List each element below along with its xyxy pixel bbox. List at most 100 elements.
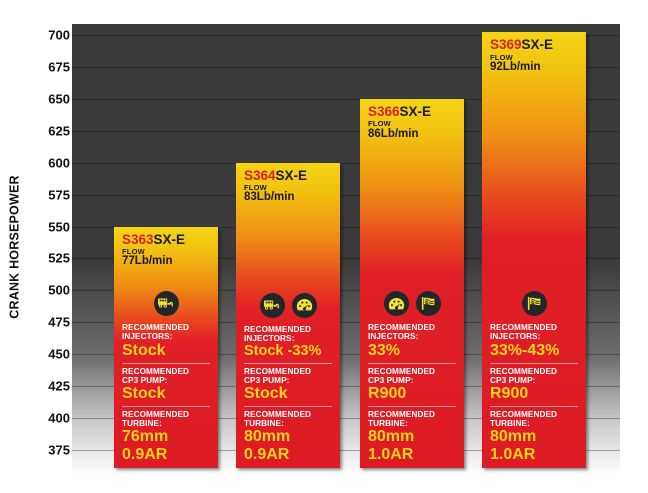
turbine-label-line2: TURBINE: xyxy=(368,419,408,428)
y-tick-label: 575 xyxy=(48,187,70,203)
gridline xyxy=(72,194,620,196)
bar-spacer xyxy=(490,76,578,291)
turbine-value-line1: 80mm xyxy=(368,428,415,446)
turbine-value: 80mm 0.9AR xyxy=(244,428,332,464)
injectors: RECOMMENDED INJECTORS: Stock xyxy=(122,320,210,359)
flow-value: 83Lb/min xyxy=(244,191,295,204)
y-tick-label: 425 xyxy=(48,378,70,394)
cp3-pump-label-line1: RECOMMENDED xyxy=(122,366,190,376)
y-axis-tick-labels: 700 675 650 625 600 575 550 525 500 475 450 425 400 3… xyxy=(28,0,70,493)
gridline xyxy=(72,98,620,100)
gridline xyxy=(72,258,620,260)
cp3-pump-value: Stock xyxy=(244,384,288,402)
flow-caption: FLOW xyxy=(368,119,391,129)
bar-model-prefix: S366 xyxy=(368,103,400,119)
y-tick-label: 600 xyxy=(48,155,70,171)
bar-model-suffix: SX-E xyxy=(275,167,308,183)
injectors-value: Stock xyxy=(122,341,166,359)
bar-model-title: S364SX-E xyxy=(244,167,332,183)
gridline xyxy=(72,162,620,164)
turbine-value-line2: 0.9AR xyxy=(244,446,290,464)
flow-value: 92Lb/min xyxy=(490,61,541,74)
cp3-pump: RECOMMENDED CP3 PUMP: Stock xyxy=(244,362,332,403)
gauge-icon xyxy=(383,291,409,317)
gridline xyxy=(72,322,620,324)
gridline xyxy=(72,418,620,420)
y-axis-title: CRANK HORSEPOWER xyxy=(2,0,28,493)
turbine: RECOMMENDED TURBINE: 80mm 1.0AR xyxy=(490,405,578,464)
injectors-label-line1: RECOMMENDED xyxy=(122,323,190,333)
cp3-pump: RECOMMENDED CP3 PUMP: R900 xyxy=(368,362,456,403)
bar-model-title: S369SX-E xyxy=(490,38,578,52)
checkered-flag-icon xyxy=(415,291,441,317)
injectors-label-line1: RECOMMENDED xyxy=(368,323,436,333)
turbine-label-line2: TURBINE: xyxy=(490,419,530,428)
turbine-value-line2: 1.0AR xyxy=(490,446,536,464)
bar-s366[interactable]: S366SX-E FLOW 86Lb/min RECOMMENDED INJECTORS… xyxy=(360,98,464,468)
plot-area: S363SX-E FLOW 77Lb/min RECOMMENDED INJECTORS… xyxy=(72,24,620,475)
flow-value: 77Lb/min xyxy=(122,255,173,268)
gridline xyxy=(72,35,620,36)
cp3-pump-value: R900 xyxy=(490,384,529,402)
cp3-pump-label-line2: CP3 PUMP: xyxy=(490,375,536,385)
turbine: RECOMMENDED TURBINE: 76mm 0.9AR xyxy=(122,405,210,464)
turbine-label-line1: RECOMMENDED xyxy=(244,409,312,419)
injectors-label-line2: INJECTORS: xyxy=(490,332,541,342)
y-tick-label: 375 xyxy=(48,442,70,458)
cp3-pump-label-line1: RECOMMENDED xyxy=(490,366,558,376)
turbine-value: 80mm 1.0AR xyxy=(490,428,578,464)
bar-spacer xyxy=(244,206,332,293)
injectors-value: 33%-43% xyxy=(490,341,560,359)
bar-model-suffix: SX-E xyxy=(153,231,186,247)
cp3-pump-label-line1: RECOMMENDED xyxy=(368,366,436,376)
bar-s369[interactable]: S369SX-E FLOW 92Lb/min RECOMMENDED INJECTORS… xyxy=(482,32,586,468)
bar-spacer xyxy=(368,142,456,291)
gridline xyxy=(72,386,620,388)
bar-model-title: S363SX-E xyxy=(122,231,210,247)
gridline xyxy=(72,450,620,451)
y-tick-label: 650 xyxy=(48,91,70,107)
y-tick-label: 550 xyxy=(48,219,70,235)
cp3-pump-label-line2: CP3 PUMP: xyxy=(122,375,168,385)
usage-icons xyxy=(490,291,578,317)
cp3-pump: RECOMMENDED CP3 PUMP: R900 xyxy=(490,362,578,403)
injectors-label-line2: INJECTORS: xyxy=(368,332,419,342)
cp3-pump-value: Stock xyxy=(122,384,166,402)
bar-spacer xyxy=(122,270,210,291)
injectors-label-line1: RECOMMENDED xyxy=(244,324,312,334)
injectors: RECOMMENDED INJECTORS: 33% xyxy=(368,320,456,359)
injectors-value: Stock -33% xyxy=(244,343,322,360)
bar-model-title: S366SX-E xyxy=(368,103,456,119)
injectors-value: 33% xyxy=(368,341,401,359)
cp3-pump-value: R900 xyxy=(368,384,407,402)
injectors: RECOMMENDED INJECTORS: 33%-43% xyxy=(490,320,578,359)
turbine-label-line2: TURBINE: xyxy=(122,419,162,428)
turbine-value: 80mm 1.0AR xyxy=(368,428,456,464)
turbine: RECOMMENDED TURBINE: 80mm 1.0AR xyxy=(368,405,456,464)
turbine-value-line1: 76mm xyxy=(122,428,169,446)
y-tick-label: 450 xyxy=(48,346,70,362)
bar-model-prefix: S363 xyxy=(122,231,154,247)
gauge-icon xyxy=(291,292,317,318)
gridline xyxy=(72,66,620,68)
gridline xyxy=(72,130,620,132)
gridline xyxy=(72,354,620,356)
turbine-value-line2: 0.9AR xyxy=(122,446,168,464)
bar-model-prefix: S364 xyxy=(244,167,276,183)
usage-icons xyxy=(368,291,456,317)
flow-value: 86Lb/min xyxy=(368,127,419,140)
y-tick-label: 500 xyxy=(48,282,70,298)
towing-truck-icon xyxy=(153,291,179,317)
injectors-label-line1: RECOMMENDED xyxy=(490,323,558,333)
bar-model-prefix: S369 xyxy=(490,37,522,53)
flow-caption: FLOW xyxy=(244,182,267,192)
y-axis-title-text: CRANK HORSEPOWER xyxy=(8,174,23,319)
turbine-label-line1: RECOMMENDED xyxy=(122,409,190,419)
bar-s364[interactable]: S364SX-E FLOW 83Lb/min RECOMMENDED INJECTORS… xyxy=(236,162,340,468)
y-tick-label: 400 xyxy=(48,410,70,426)
turbine-label-line2: TURBINE: xyxy=(244,419,284,428)
y-tick-label: 625 xyxy=(48,123,70,139)
cp3-pump-label-line2: CP3 PUMP: xyxy=(244,375,290,385)
bar-s363[interactable]: S363SX-E FLOW 77Lb/min RECOMMENDED INJECTORS… xyxy=(114,226,218,468)
